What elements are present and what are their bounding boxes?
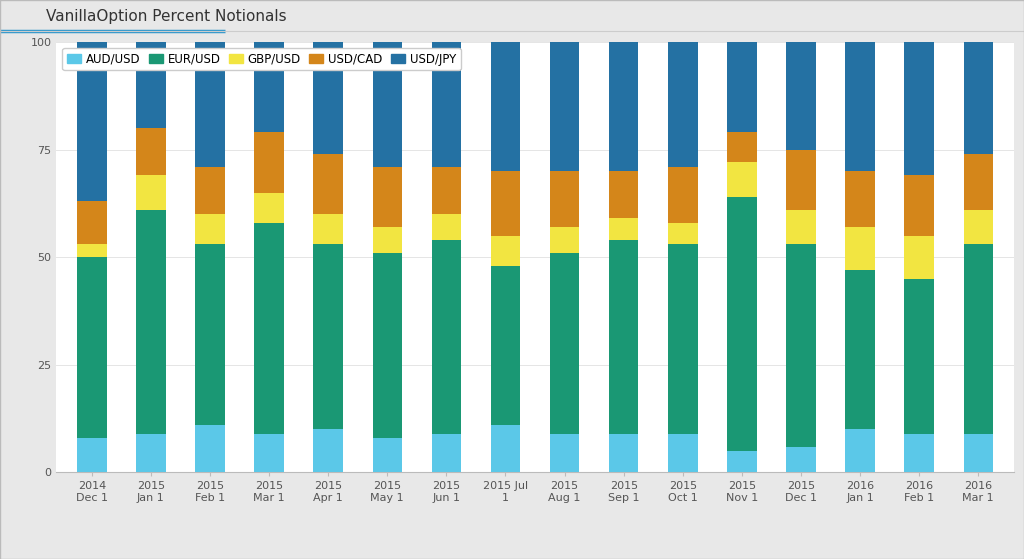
Bar: [668, 434, 697, 472]
Bar: [786, 42, 816, 150]
Bar: [431, 42, 461, 167]
Bar: [609, 219, 639, 240]
Bar: [964, 154, 993, 210]
Bar: [727, 451, 757, 472]
Text: VanillaOption Percent Notionals: VanillaOption Percent Notionals: [46, 10, 287, 25]
Bar: [254, 434, 284, 472]
Bar: [846, 227, 874, 270]
Bar: [136, 434, 166, 472]
Bar: [964, 210, 993, 244]
Bar: [786, 244, 816, 447]
Bar: [846, 171, 874, 227]
Bar: [77, 42, 106, 201]
Bar: [904, 434, 934, 472]
Bar: [550, 434, 580, 472]
Bar: [431, 214, 461, 240]
Bar: [196, 167, 224, 214]
Bar: [727, 132, 757, 163]
Bar: [373, 167, 402, 227]
Bar: [313, 154, 343, 214]
Bar: [727, 163, 757, 197]
Bar: [964, 434, 993, 472]
Bar: [668, 167, 697, 222]
Bar: [373, 438, 402, 472]
Bar: [786, 150, 816, 210]
Bar: [904, 176, 934, 236]
Bar: [490, 425, 520, 472]
Bar: [846, 270, 874, 429]
Bar: [77, 201, 106, 244]
Bar: [550, 253, 580, 434]
Bar: [964, 244, 993, 434]
Bar: [668, 42, 697, 167]
Bar: [550, 42, 580, 171]
Bar: [786, 447, 816, 472]
Bar: [964, 42, 993, 154]
Bar: [77, 244, 106, 257]
Bar: [490, 171, 520, 236]
Bar: [136, 176, 166, 210]
Bar: [490, 266, 520, 425]
Bar: [136, 128, 166, 176]
Bar: [727, 197, 757, 451]
Bar: [431, 240, 461, 434]
Bar: [77, 438, 106, 472]
Bar: [373, 42, 402, 167]
Bar: [313, 42, 343, 154]
Bar: [136, 210, 166, 434]
Bar: [490, 42, 520, 171]
Bar: [490, 236, 520, 266]
Bar: [254, 132, 284, 192]
Bar: [609, 240, 639, 434]
Bar: [846, 429, 874, 472]
Bar: [431, 434, 461, 472]
Bar: [196, 425, 224, 472]
Bar: [668, 244, 697, 434]
Bar: [196, 214, 224, 244]
Bar: [254, 222, 284, 434]
Bar: [609, 171, 639, 219]
Bar: [196, 42, 224, 167]
Bar: [904, 279, 934, 434]
Bar: [313, 214, 343, 244]
Bar: [254, 192, 284, 222]
Bar: [313, 244, 343, 429]
Bar: [254, 42, 284, 132]
Bar: [786, 210, 816, 244]
Bar: [550, 227, 580, 253]
Bar: [431, 167, 461, 214]
Bar: [904, 236, 934, 279]
Bar: [846, 42, 874, 171]
Bar: [904, 42, 934, 176]
Bar: [550, 171, 580, 227]
Bar: [609, 434, 639, 472]
Bar: [609, 42, 639, 171]
Bar: [727, 42, 757, 132]
Bar: [77, 257, 106, 438]
Legend: AUD/USD, EUR/USD, GBP/USD, USD/CAD, USD/JPY: AUD/USD, EUR/USD, GBP/USD, USD/CAD, USD/…: [62, 48, 461, 70]
Bar: [136, 42, 166, 128]
Bar: [196, 244, 224, 425]
Bar: [373, 227, 402, 253]
Bar: [668, 222, 697, 244]
Bar: [373, 253, 402, 438]
Bar: [313, 429, 343, 472]
